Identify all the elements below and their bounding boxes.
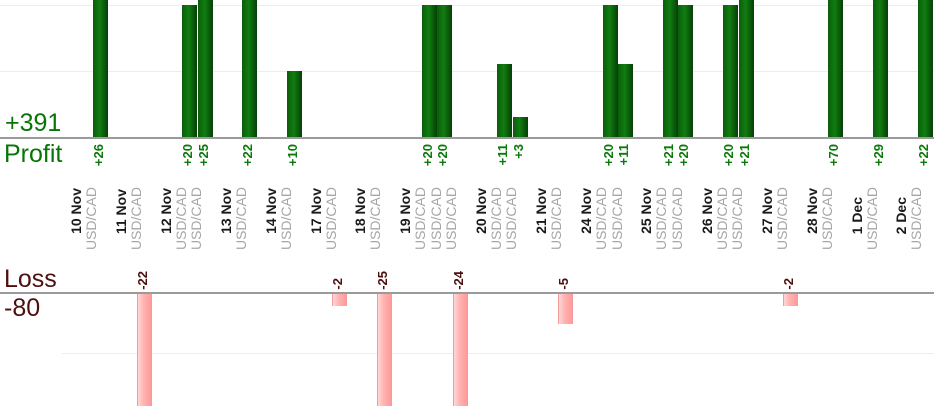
- date-label: 18 Nov: [352, 188, 369, 234]
- profit-value-label: +20: [721, 144, 737, 167]
- profit-value-label: +11: [495, 144, 511, 166]
- profit-bar: [421, 5, 437, 137]
- profit-bar: [723, 5, 739, 137]
- profit-value-label: +20: [676, 144, 692, 167]
- date-label: 12 Nov: [157, 188, 174, 234]
- date-label: 10 Nov: [68, 188, 84, 234]
- profit-bar: [497, 64, 513, 137]
- profit-value-label: +29: [871, 144, 886, 167]
- date-label: 13 Nov: [217, 188, 234, 234]
- instrument-label: USD/CAD: [908, 186, 925, 250]
- profit-bar: [602, 5, 618, 137]
- instrument-label: USD/CAD: [427, 186, 444, 250]
- profit-bar: [287, 71, 303, 137]
- profit-bar: [92, 0, 108, 137]
- profit-bar: [618, 64, 633, 137]
- instrument-label: USD/CAD: [608, 186, 625, 250]
- profit-gridline-20: [0, 5, 934, 6]
- instrument-label: USD/CAD: [188, 186, 205, 250]
- profit-value-label: +22: [240, 144, 256, 167]
- profit-value-label: +70: [826, 144, 842, 167]
- loss-value-label: -22: [135, 271, 151, 290]
- date-label: 19 Nov: [397, 188, 414, 234]
- instrument-label: USD/CAD: [729, 186, 746, 250]
- loss-bar: [376, 294, 392, 406]
- profit-value-label: +21: [660, 144, 676, 167]
- profit-bar: [197, 0, 213, 137]
- profit-bar: [182, 5, 198, 137]
- instrument-label: USD/CAD: [773, 186, 790, 250]
- instrument-label: USD/CAD: [172, 186, 189, 250]
- profit-value-label: +20: [600, 144, 616, 167]
- profit-value-label: +3: [510, 144, 526, 159]
- profit-bar: [242, 0, 258, 137]
- profit-value-label: +22: [915, 144, 931, 167]
- instrument-label: USD/CAD: [412, 186, 429, 250]
- loss-value-label: -5: [555, 278, 571, 290]
- profit-value-label: +20: [419, 144, 435, 167]
- instrument-label: USD/CAD: [127, 186, 144, 250]
- date-label: 25 Nov: [638, 188, 655, 234]
- profit-value-label: +21: [736, 144, 752, 167]
- loss-axis-label: Loss: [4, 265, 57, 293]
- profit-bar: [828, 0, 844, 137]
- profit-value-label: +11: [616, 144, 631, 166]
- date-label: 21 Nov: [533, 188, 550, 234]
- profit-total-label: +391: [5, 109, 62, 137]
- instrument-label: USD/CAD: [83, 186, 99, 250]
- instrument-label: USD/CAD: [503, 186, 520, 250]
- loss-value-label: -24: [450, 271, 466, 290]
- profit-value-label: +20: [435, 144, 451, 167]
- profit-value-label: +10: [285, 144, 301, 167]
- date-label: 28 Nov: [803, 188, 820, 234]
- instrument-label: USD/CAD: [818, 186, 835, 250]
- date-label: 24 Nov: [578, 188, 594, 234]
- profit-gridline-10: [0, 71, 934, 72]
- loss-bar: [783, 294, 799, 306]
- instrument-label: USD/CAD: [668, 186, 685, 250]
- loss-value-label: -2: [330, 278, 345, 290]
- instrument-label: USD/CAD: [593, 186, 609, 250]
- date-label: 26 Nov: [698, 188, 715, 234]
- date-label: 14 Nov: [262, 188, 279, 234]
- instrument-label: USD/CAD: [713, 186, 730, 250]
- profit-bar: [738, 0, 754, 137]
- date-label: 27 Nov: [758, 188, 775, 234]
- profit-value-label: +26: [90, 144, 106, 167]
- profit-bar: [873, 0, 888, 137]
- profit-bar: [678, 5, 694, 137]
- loss-bar: [332, 294, 347, 306]
- date-label: 17 Nov: [307, 188, 324, 234]
- instrument-label: USD/CAD: [548, 186, 565, 250]
- instrument-label: USD/CAD: [367, 186, 384, 250]
- profit-bar: [512, 117, 528, 137]
- loss-bar: [557, 294, 573, 324]
- profit-bar: [917, 0, 933, 137]
- profit-axis-label: Profit: [4, 140, 63, 168]
- instrument-label: USD/CAD: [443, 186, 460, 250]
- instrument-label: USD/CAD: [322, 186, 339, 250]
- date-label: 11 Nov: [112, 188, 129, 234]
- profit-value-label: +25: [195, 144, 211, 167]
- instrument-label: USD/CAD: [863, 186, 880, 250]
- profit-zero-axis: [0, 137, 934, 139]
- instrument-label: USD/CAD: [232, 186, 249, 250]
- loss-value-label: -25: [374, 271, 390, 290]
- loss-total-label: -80: [4, 294, 41, 322]
- date-label: 2 Dec: [893, 196, 910, 234]
- loss-gridline-10: [62, 353, 934, 354]
- loss-value-label: -2: [781, 278, 797, 290]
- instrument-label: USD/CAD: [653, 186, 670, 250]
- profit-bar: [662, 0, 678, 137]
- date-label: 1 Dec: [848, 196, 865, 234]
- instrument-label: USD/CAD: [487, 186, 504, 250]
- instrument-label: USD/CAD: [277, 186, 294, 250]
- loss-bar: [452, 294, 468, 406]
- loss-bar: [137, 294, 153, 406]
- profit-value-label: +20: [180, 144, 196, 167]
- date-label: 20 Nov: [472, 188, 489, 234]
- profit-bar: [437, 5, 453, 137]
